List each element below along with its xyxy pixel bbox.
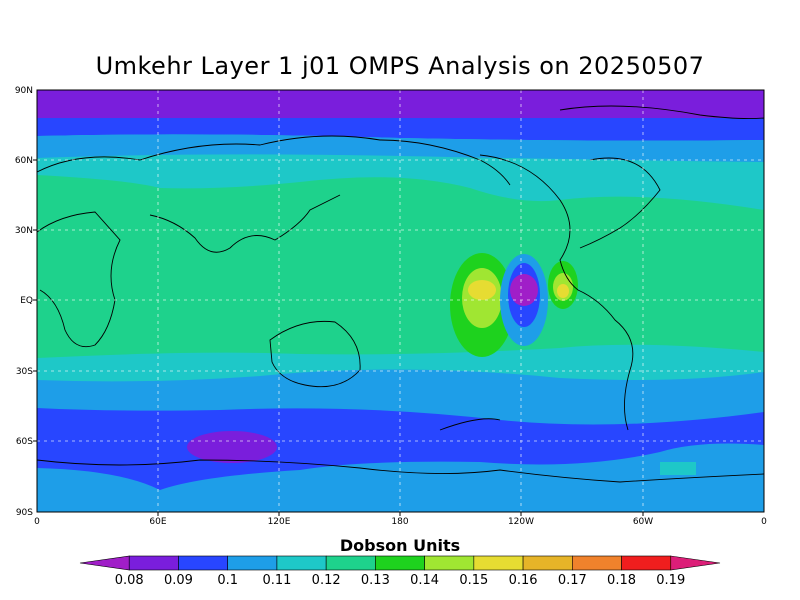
lon-axis: 0 60E 120E 180 120W 60W 0 (34, 517, 767, 527)
colorbar-segment (375, 555, 425, 571)
lon-tick-60w: 60W (633, 517, 653, 527)
colorbar-arrow-high (670, 555, 721, 571)
lat-tick-90n: 90N (15, 86, 33, 96)
graticule (37, 90, 764, 512)
lat-tick-marks (33, 159, 37, 442)
lon-tick-0-right: 0 (761, 517, 767, 527)
lon-tick-120w: 120W (508, 517, 534, 527)
ozone-field (37, 90, 764, 512)
colorbar-segment (572, 555, 622, 571)
colorbar-segment (325, 555, 376, 571)
lat-axis: 90N 60N 30N EQ 30S 60S 90S (15, 86, 33, 518)
lon-tick-60e: 60E (149, 517, 166, 527)
colorbar-level-label: 0.08 (115, 573, 144, 588)
lon-tick-180: 180 (391, 517, 408, 527)
colorbar: 0.08 0.09 0.1 0.11 0.12 0.13 0.14 0.15 0.16 0.17 0… (79, 555, 721, 588)
colorbar-level-label: 0.14 (410, 573, 439, 588)
lat-tick-60s: 60S (16, 437, 33, 447)
colorbar-segment (178, 555, 228, 571)
colorbar-level-label: 0.15 (459, 573, 488, 588)
colorbar-level-label: 0.19 (656, 573, 685, 588)
colorbar-level-label: 0.11 (262, 573, 291, 588)
colorbar-level-label: 0.12 (312, 573, 341, 588)
lat-tick-60n: 60N (15, 156, 33, 166)
colorbar-level-label: 0.13 (361, 573, 390, 588)
lon-tick-marks (157, 512, 644, 516)
colorbar-level-label: 0.09 (164, 573, 193, 588)
colorbar-title: Dobson Units (339, 536, 461, 555)
colorbar-segment (424, 555, 475, 571)
colorbar-arrow-low (79, 555, 130, 571)
lat-tick-30n: 30N (15, 226, 33, 236)
lon-tick-0-left: 0 (34, 517, 40, 527)
colorbar-level-label: 0.16 (509, 573, 538, 588)
colorbar-level-label: 0.17 (558, 573, 587, 588)
colorbar-segment (227, 555, 278, 571)
colorbar-segment (276, 555, 327, 571)
colorbar-segment (621, 555, 672, 571)
colorbar-level-label: 0.18 (607, 573, 636, 588)
colorbar-level-label: 0.1 (217, 573, 238, 588)
coastlines (37, 105, 764, 483)
colorbar-segment (128, 555, 179, 571)
map-title: Umkehr Layer 1 j01 OMPS Analysis on 2025… (95, 52, 705, 80)
lon-tick-120e: 120E (268, 517, 291, 527)
colorbar-segment (522, 555, 573, 571)
lat-tick-30s: 30S (16, 367, 33, 377)
lat-tick-eq: EQ (20, 296, 33, 306)
colorbar-segment (473, 555, 524, 571)
lat-tick-90s: 90S (16, 508, 33, 518)
